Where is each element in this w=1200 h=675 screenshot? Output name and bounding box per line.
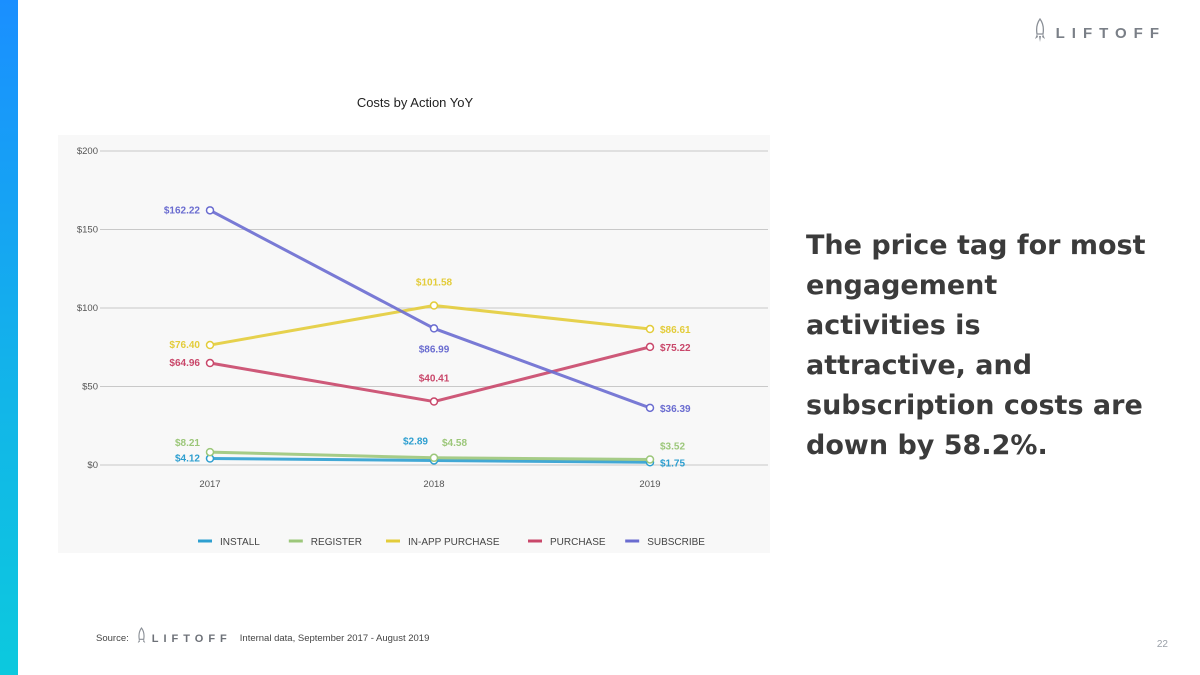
data-label: $8.21	[175, 438, 200, 449]
source-brand: LIFTOFF	[151, 632, 232, 645]
y-tick-label: $50	[82, 382, 98, 393]
legend-label: INSTALL	[220, 537, 260, 548]
data-point	[429, 453, 439, 463]
data-point	[645, 324, 655, 334]
data-label: $2.89	[403, 436, 428, 447]
data-label: $3.52	[660, 441, 685, 452]
data-point	[205, 206, 215, 215]
data-label: $4.58	[442, 438, 467, 449]
source-rocket-icon	[137, 627, 146, 650]
x-tick-label: 2019	[639, 479, 660, 490]
data-label: $86.99	[419, 344, 450, 355]
line-chart: $0 $50 $100 $150 $200 2017 2018 2019 $4.12 $2.89 $…	[58, 135, 770, 553]
brand-name: LIFTOFF	[1055, 25, 1166, 42]
rocket-icon	[1034, 17, 1046, 49]
data-label: $75.22	[660, 343, 691, 354]
chart-title: Costs by Action YoY	[356, 95, 474, 110]
brand-logo: LIFTOFF	[1034, 17, 1166, 49]
legend-label: REGISTER	[311, 537, 362, 548]
y-tick-label: $150	[77, 225, 98, 236]
data-point	[205, 358, 215, 368]
data-point	[645, 342, 655, 352]
data-point	[429, 397, 439, 406]
data-point	[205, 340, 215, 350]
data-point	[645, 455, 655, 464]
legend-label: PURCHASE	[550, 537, 606, 548]
y-tick-label: $0	[87, 460, 98, 471]
page-number: 22	[1156, 639, 1168, 650]
legend-label: IN-APP PURCHASE	[408, 537, 500, 548]
source-text: Internal data, September 2017 - August 2…	[239, 633, 430, 644]
data-label: $76.40	[169, 340, 200, 351]
legend-label: SUBSCRIBE	[647, 537, 705, 548]
accent-side-bar	[0, 0, 18, 675]
headline-text: The price tag for most engagement activi…	[806, 230, 1146, 461]
y-tick-label: $200	[77, 146, 98, 157]
data-label: $64.96	[169, 358, 200, 369]
data-label: $86.61	[660, 325, 691, 336]
x-tick-label: 2018	[423, 479, 444, 490]
data-point	[429, 301, 439, 310]
data-point	[645, 403, 655, 413]
data-point	[205, 447, 215, 457]
x-tick-label: 2017	[199, 479, 220, 490]
source-label: Source:	[96, 633, 129, 644]
data-label: $101.58	[416, 278, 453, 289]
data-point	[429, 324, 439, 333]
data-label: $4.12	[175, 454, 200, 465]
data-label: $162.22	[164, 205, 201, 216]
data-label: $36.39	[660, 404, 691, 415]
data-label: $40.41	[419, 374, 450, 385]
y-tick-label: $100	[77, 303, 98, 314]
source-note: Source: LIFTOFF Internal data, September…	[96, 627, 429, 650]
data-label: $1.75	[660, 458, 685, 469]
